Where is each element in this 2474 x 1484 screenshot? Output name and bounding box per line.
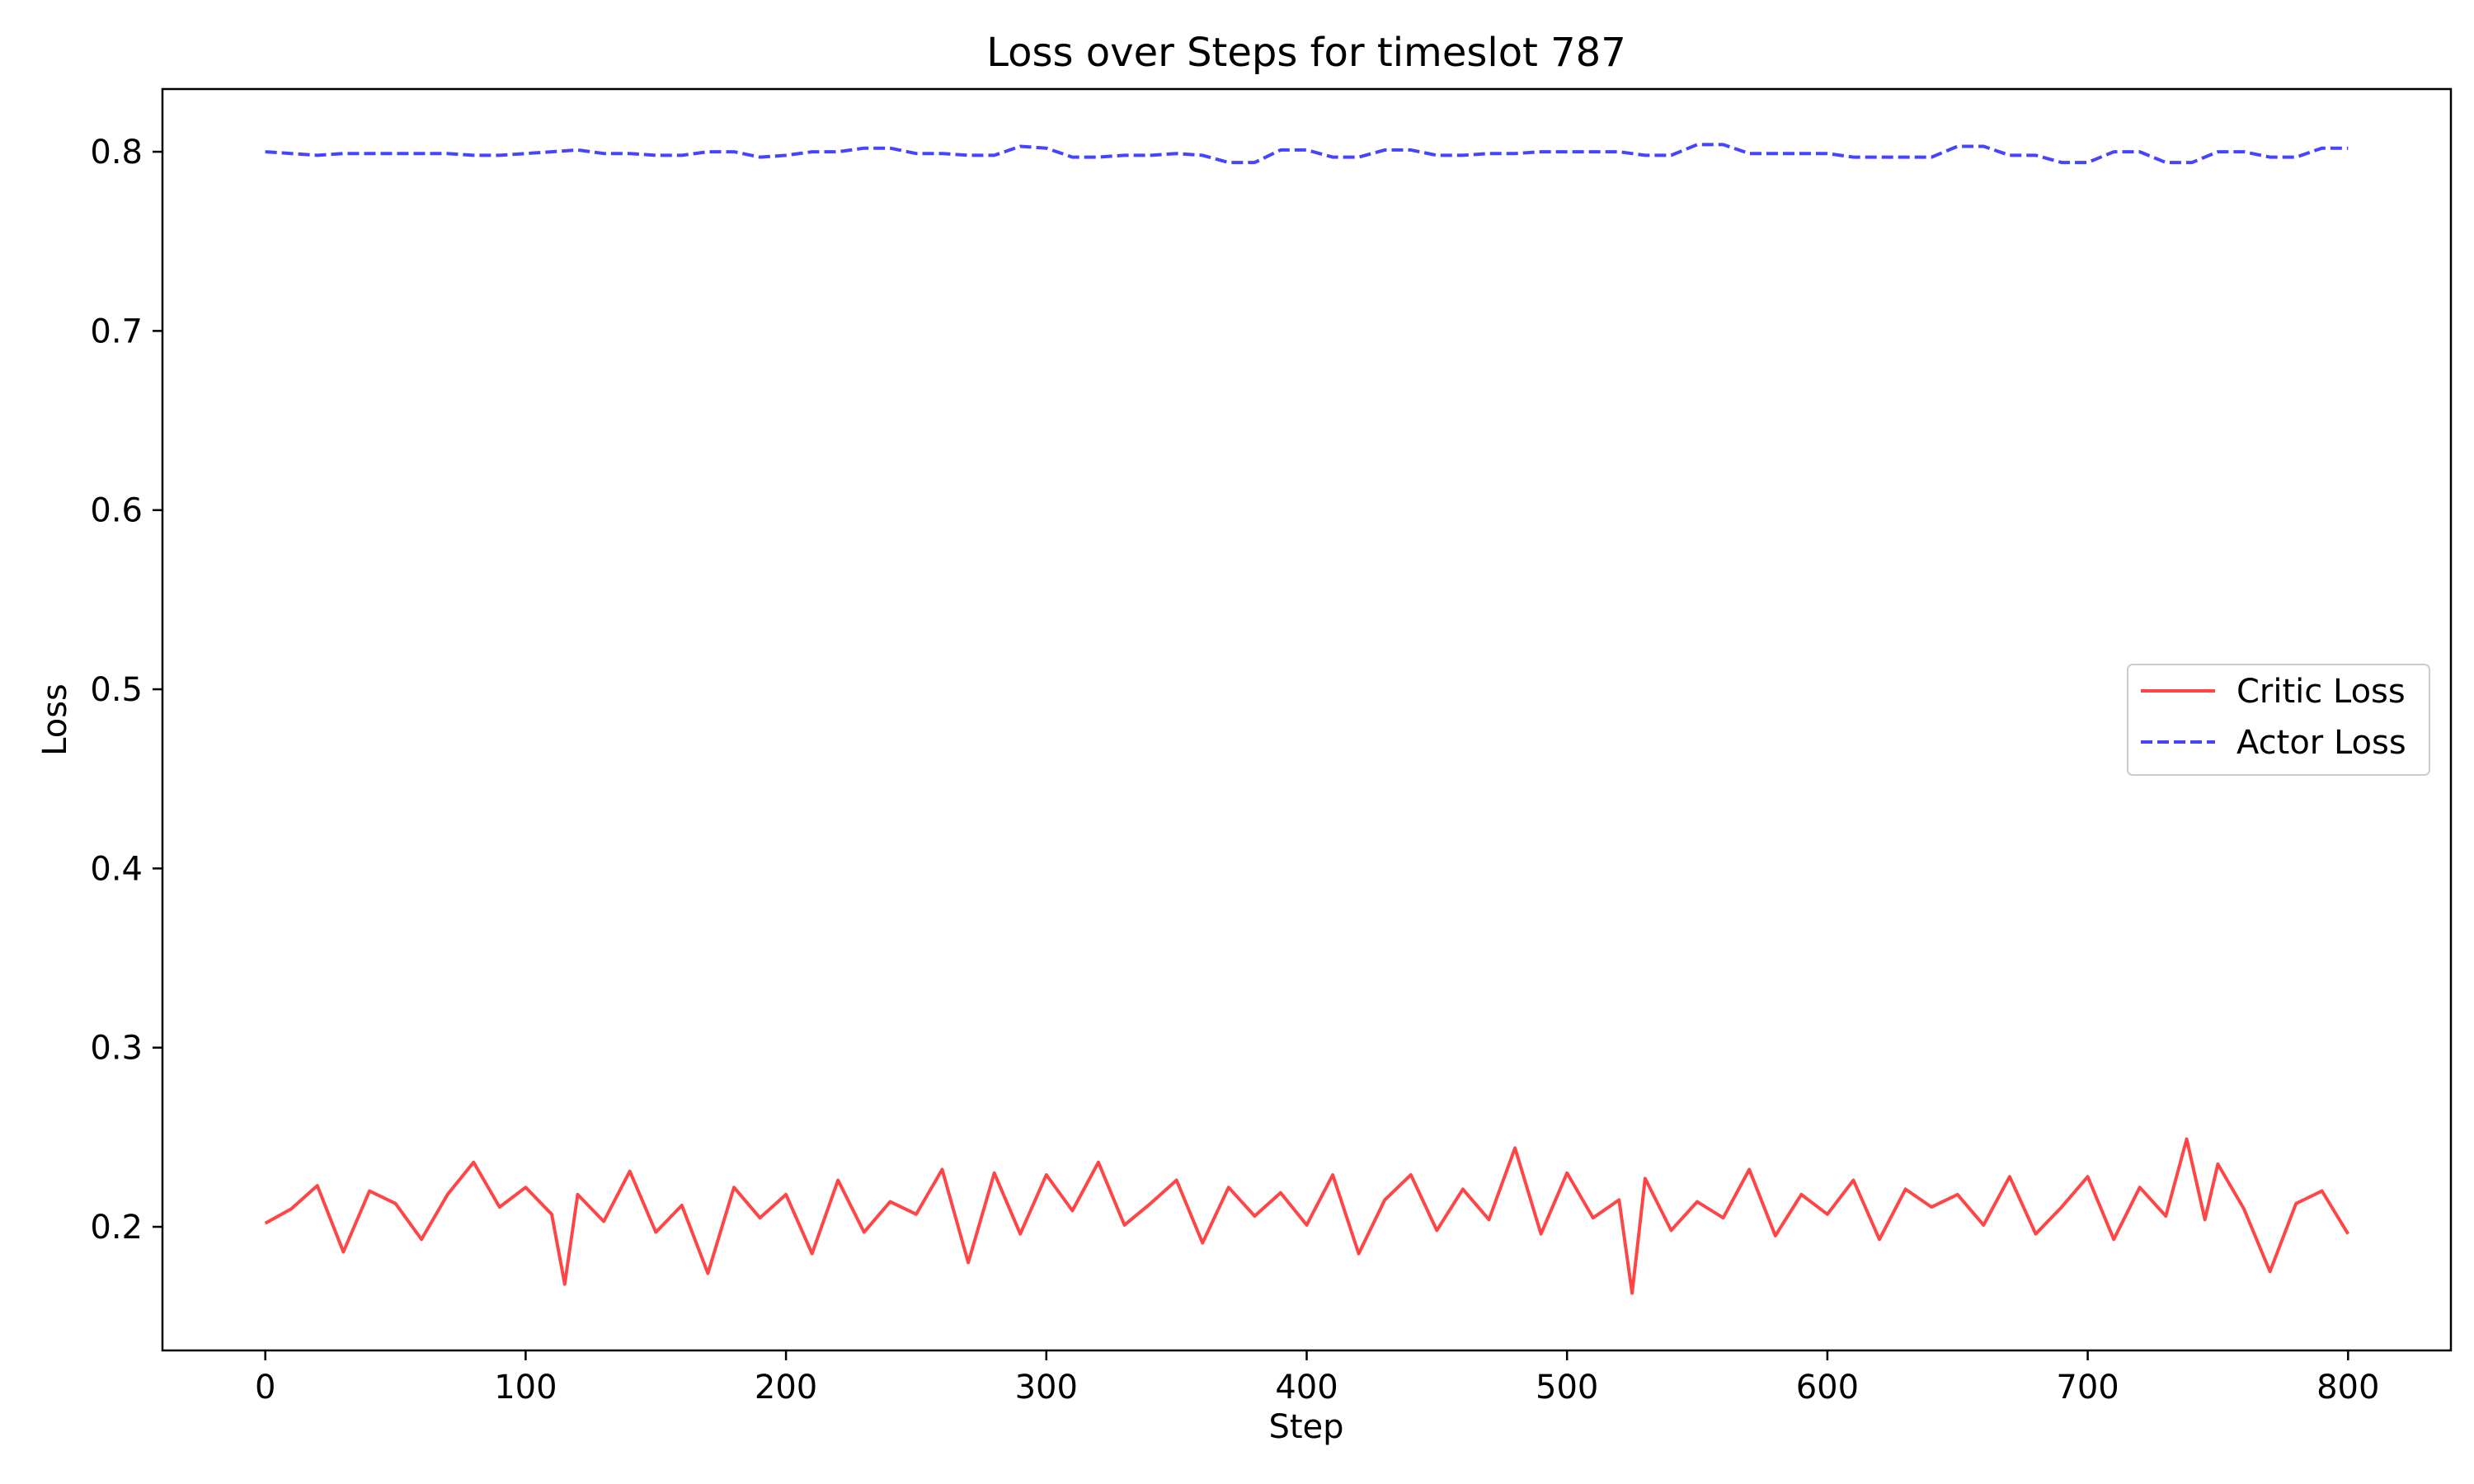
series-line-critic-loss [264, 1137, 2350, 1295]
y-tick-label: 0.4 [90, 850, 143, 888]
x-axis: 0 100 200 300 400 500 600 700 800 [255, 1350, 2379, 1407]
y-tick-label: 0.7 [90, 312, 143, 350]
y-tick-label: 0.6 [90, 492, 143, 530]
x-tick-label: 400 [1275, 1369, 1338, 1407]
y-tick-label: 0.5 [90, 671, 143, 709]
legend-label-critic-loss: Critic Loss [2236, 673, 2406, 711]
series-line-actor-loss [265, 143, 2349, 165]
x-tick-label: 500 [1536, 1369, 1598, 1407]
legend-label-actor-loss: Actor Loss [2236, 724, 2406, 762]
y-tick-label: 0.2 [90, 1209, 143, 1247]
x-tick-label: 0 [255, 1369, 275, 1407]
y-tick-label: 0.3 [90, 1030, 143, 1068]
y-axis-title: Loss [36, 683, 74, 756]
y-tick-label: 0.8 [90, 134, 143, 171]
series-layer [264, 143, 2350, 1295]
y-axis: 0.2 0.3 0.4 0.5 0.6 0.7 0.8 [90, 134, 162, 1247]
x-axis-title: Step [1268, 1408, 1343, 1446]
x-tick-label: 800 [2316, 1369, 2379, 1407]
x-tick-label: 100 [494, 1369, 557, 1407]
x-tick-label: 300 [1015, 1369, 1078, 1407]
x-tick-label: 200 [755, 1369, 817, 1407]
x-tick-label: 600 [1796, 1369, 1859, 1407]
legend: Critic Loss Actor Loss [2127, 664, 2430, 776]
chart-title: Loss over Steps for timeslot 787 [986, 30, 1626, 76]
x-tick-label: 700 [2056, 1369, 2119, 1407]
